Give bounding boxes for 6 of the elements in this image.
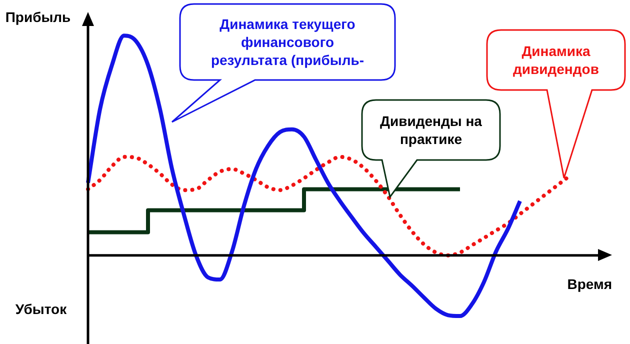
annotation: Динамика дивидендов	[512, 42, 600, 78]
annotation: Дивиденды на практике	[379, 112, 483, 148]
x-axis-title: Время	[567, 276, 612, 292]
annotation: Динамика текущего финансового результата (прибыль-	[210, 15, 365, 69]
text: Убыток	[15, 300, 67, 318]
y-axis-title: Прибыль	[5, 8, 72, 25]
